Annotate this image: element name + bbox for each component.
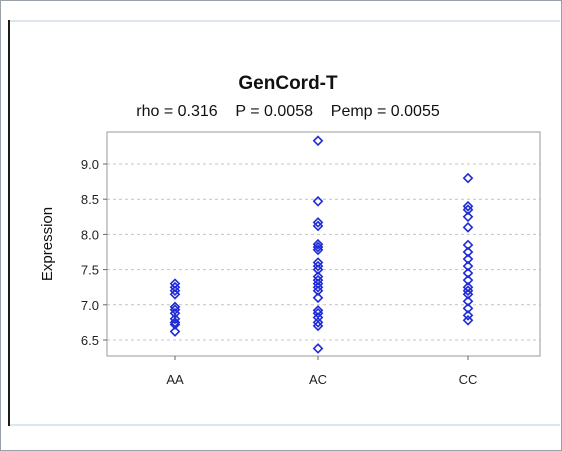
data-point-ac (312, 220, 324, 232)
data-point-ac (312, 244, 324, 256)
data-point-aa (169, 326, 181, 337)
data-point-cc (462, 200, 474, 212)
y-tick-label: 7.0 (81, 298, 99, 313)
data-point-ac (312, 264, 324, 275)
data-point-ac (312, 195, 324, 207)
data-point-ac (312, 343, 324, 354)
x-axis-ticks: AA AC CC (166, 356, 477, 387)
data-point-cc (462, 288, 474, 300)
data-point-cc (462, 211, 474, 223)
x-tick-label-cc: CC (459, 372, 478, 387)
y-tick-label: 8.5 (81, 192, 99, 207)
data-point-aa (169, 278, 181, 290)
data-point-ac (312, 317, 324, 328)
data-point-cc (462, 260, 474, 272)
data-point-cc (462, 222, 474, 233)
data-point-ac (312, 238, 324, 250)
left-divider (8, 20, 10, 426)
data-point-aa (169, 313, 181, 325)
data-points (169, 135, 474, 354)
data-point-aa (169, 301, 181, 313)
y-tick-label: 6.5 (81, 333, 99, 348)
data-point-ac (312, 274, 324, 286)
plot-area (106, 131, 541, 357)
data-point-ac (312, 281, 324, 293)
data-point-cc (462, 274, 474, 286)
data-point-cc (462, 285, 474, 297)
data-point-cc (462, 314, 474, 326)
data-point-ac (312, 135, 324, 147)
y-axis-label: Expression (39, 207, 56, 281)
chart-subtitle: rho = 0.316 P = 0.0058 Pemp = 0.0055 (136, 103, 440, 120)
data-point-cc (462, 246, 474, 258)
data-point-ac (312, 260, 324, 272)
x-tick-label-ac: AC (309, 372, 327, 387)
data-point-ac (312, 292, 324, 304)
data-point-cc (462, 302, 474, 314)
data-point-aa (169, 319, 181, 330)
data-point-aa (169, 288, 181, 300)
data-point-ac (312, 257, 324, 268)
data-point-cc (462, 281, 474, 293)
chart-title: GenCord-T (238, 73, 338, 94)
data-point-aa (169, 285, 181, 297)
data-point-cc (462, 204, 474, 216)
data-point-ac (312, 271, 324, 282)
bottom-divider (8, 424, 560, 426)
data-point-cc (462, 295, 474, 307)
data-point-ac (312, 278, 324, 290)
y-tick-label: 7.5 (81, 263, 99, 278)
data-point-cc (462, 267, 474, 279)
data-point-ac (312, 285, 324, 297)
data-point-aa (169, 281, 181, 293)
data-point-ac (312, 217, 324, 228)
y-tick-label: 8.0 (81, 227, 99, 242)
y-tick-label: 9.0 (81, 157, 99, 172)
data-point-cc (462, 310, 474, 321)
x-tick-label-aa: AA (166, 372, 184, 387)
top-divider (8, 20, 560, 22)
data-point-ac (312, 305, 324, 316)
data-point-cc (462, 239, 474, 251)
y-axis-ticks: 9.0 8.5 8.0 7.5 7.0 6.5 (81, 157, 107, 348)
data-point-cc (462, 253, 474, 265)
data-point-ac (312, 320, 324, 332)
data-point-ac (312, 241, 324, 253)
data-point-cc (462, 172, 474, 184)
